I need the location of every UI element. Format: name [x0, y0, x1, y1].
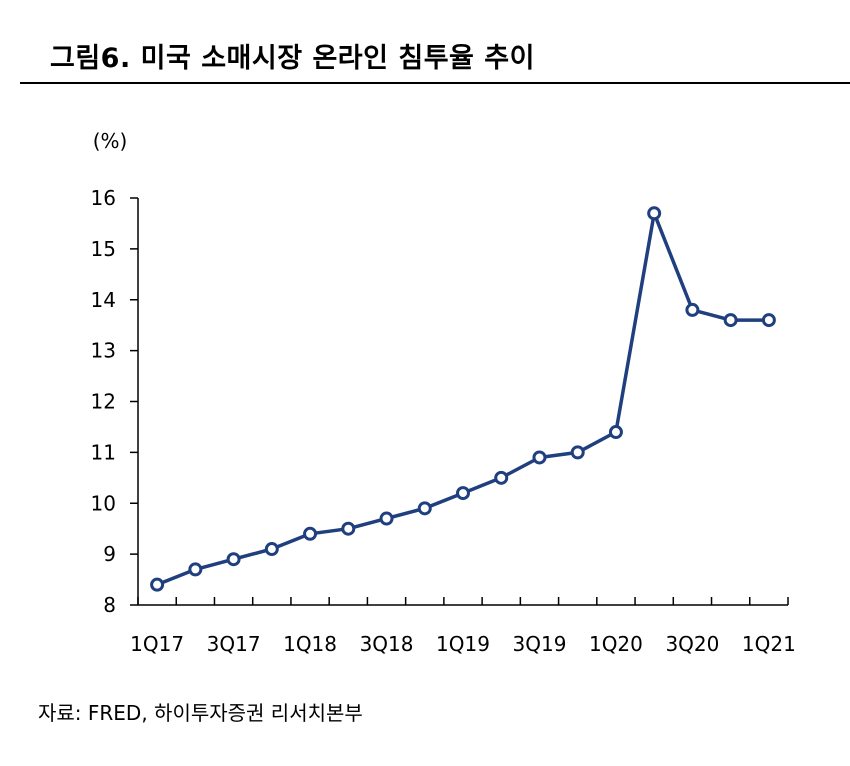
source-note: 자료: FRED, 하이투자증권 리서치본부: [38, 701, 363, 725]
x-tick-label: 3Q20: [665, 632, 719, 656]
data-point: [761, 313, 776, 328]
series-line: [156, 211, 769, 587]
data-point: [379, 511, 394, 526]
y-tick-label: 8: [103, 593, 116, 617]
data-point: [532, 450, 547, 465]
data-point: [608, 425, 623, 440]
data-point: [226, 552, 241, 567]
x-tick-label: 1Q21: [742, 632, 796, 656]
x-tick-label: 3Q19: [513, 632, 567, 656]
data-point: [417, 501, 432, 516]
data-point: [150, 577, 165, 592]
y-tick-label: 13: [91, 339, 116, 363]
y-axis-label: (%): [93, 129, 128, 153]
y-tick-label: 12: [91, 390, 116, 414]
figure-title: 그림6. 미국 소매시장 온라인 침투율 추이: [50, 43, 535, 74]
y-tick-label: 11: [91, 440, 116, 464]
y-tick-label: 10: [91, 491, 116, 515]
y-tick-label: 15: [91, 237, 116, 261]
x-tick-label: 3Q18: [360, 632, 414, 656]
data-point: [647, 206, 662, 221]
data-point: [570, 445, 585, 460]
data-point: [723, 313, 738, 328]
data-point: [494, 470, 509, 485]
data-point: [341, 521, 356, 536]
x-tick-label: 1Q19: [436, 632, 490, 656]
x-tick-label: 1Q18: [283, 632, 337, 656]
title-rule: [20, 82, 850, 84]
data-point: [264, 542, 279, 557]
y-tick-label: 14: [91, 288, 116, 312]
y-tick-label: 16: [91, 186, 116, 210]
data-point: [303, 526, 318, 541]
line-chart: 8 9 10 11 12 13 14 15 16 (%) 1Q17 3Q17 1Q18 3Q18 1Q19 3…: [91, 129, 796, 656]
x-tick-label: 3Q17: [207, 632, 261, 656]
data-point: [456, 486, 470, 501]
x-tick-label: 1Q17: [130, 632, 184, 656]
x-tick-label: 1Q20: [589, 632, 643, 656]
data-point: [685, 302, 700, 317]
data-point: [188, 562, 203, 577]
y-tick-label: 9: [103, 542, 116, 566]
